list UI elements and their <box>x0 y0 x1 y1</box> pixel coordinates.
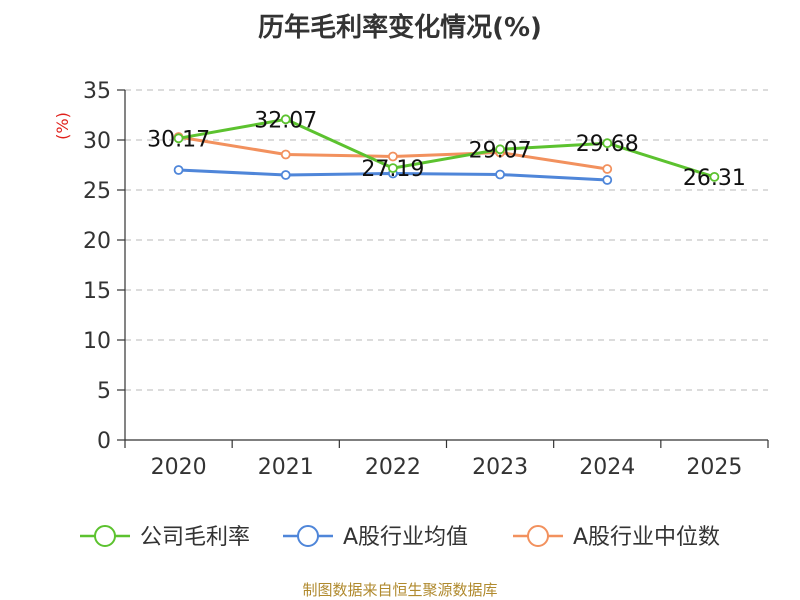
legend-item-industry-median: A股行业中位数 <box>513 525 720 550</box>
legend-swatch-marker <box>527 525 549 547</box>
data-point-company <box>495 144 505 155</box>
grid-lines <box>125 89 768 391</box>
x-tick-label: 2025 <box>686 455 742 480</box>
y-tick-label: 10 <box>83 329 111 354</box>
x-tick-label: 2021 <box>258 455 314 480</box>
data-label: 27.19 <box>361 157 424 182</box>
data-label: 29.07 <box>469 138 532 163</box>
legend-item-company: 公司毛利率 <box>80 525 250 550</box>
y-tick-label: 35 <box>83 79 111 104</box>
legend-item-industry-avg: A股行业均值 <box>283 525 468 550</box>
series-lines <box>173 114 720 185</box>
data-point-industry-avg <box>602 175 613 185</box>
y-axis-unit-label: (%) <box>53 112 72 140</box>
data-point-industry-avg <box>280 170 291 180</box>
data-point-industry-avg <box>495 169 505 180</box>
data-point-company <box>280 114 291 125</box>
data-point-company <box>173 133 184 144</box>
x-tick-label: 2023 <box>472 455 528 480</box>
y-tick-label: 20 <box>83 229 111 254</box>
data-point-company <box>388 163 398 174</box>
legend-label: 公司毛利率 <box>140 525 250 550</box>
data-point-company <box>602 138 613 149</box>
y-tick-label: 5 <box>97 379 111 404</box>
x-tick-label: 2020 <box>151 455 207 480</box>
data-point-industry-median <box>602 164 613 174</box>
source-note: 制图数据来自恒生聚源数据库 <box>302 581 497 599</box>
data-point-industry-median <box>280 149 291 160</box>
chart-title: 历年毛利率变化情况(%) <box>258 12 542 43</box>
data-label: 30.17 <box>147 127 210 152</box>
data-point-industry-median <box>388 151 398 162</box>
data-point-industry-avg <box>173 165 184 175</box>
data-point-company <box>709 171 720 182</box>
y-tick-label: 30 <box>83 129 111 154</box>
data-label: 26.31 <box>683 166 746 191</box>
legend-label: A股行业均值 <box>343 525 468 550</box>
x-tick-label: 2022 <box>365 455 421 480</box>
data-labels: 30.17 32.07 27.19 29.07 29.68 26.31 <box>147 108 746 191</box>
data-label: 29.68 <box>576 132 639 157</box>
legend-label: A股行业中位数 <box>573 525 720 550</box>
y-tick-label: 25 <box>83 179 111 204</box>
series-line-company <box>177 117 716 179</box>
y-tick-label: 0 <box>97 429 111 454</box>
data-label: 32.07 <box>254 108 317 133</box>
legend-swatch-marker <box>94 525 116 547</box>
legend-swatch-marker <box>297 525 319 547</box>
x-tick-label: 2024 <box>579 455 635 480</box>
y-tick-label: 15 <box>83 279 111 304</box>
legend: 公司毛利率 A股行业均值 A股行业中位数 <box>80 525 720 550</box>
